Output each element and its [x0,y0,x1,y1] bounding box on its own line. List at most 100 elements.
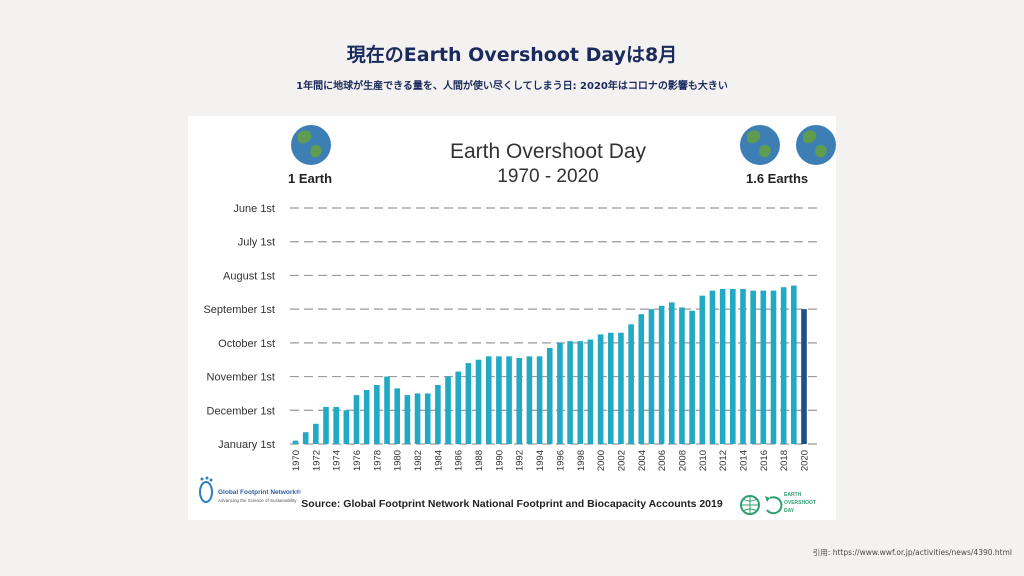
bar [597,334,604,444]
y-axis-labels: June 1st July 1st August 1st September 1st O… [203,203,275,451]
bar [699,295,706,444]
x-tick-label: 1984 [433,450,444,471]
citation: 引用: https://www.wwf.or.jp/activities/new… [812,548,1012,557]
x-tick-label: 2002 [616,450,627,471]
bar [740,288,746,444]
x-tick-label: 2018 [779,450,790,471]
bar [791,285,797,444]
bar [760,290,767,444]
x-tick-label: 1998 [576,450,587,471]
bar [302,432,309,444]
y-tick-label: July 1st [238,237,275,249]
bar [465,363,472,444]
footprint-logo-tagline: Advancing the Science of Sustainability [218,498,297,503]
bar [577,341,584,444]
y-tick-label: September 1st [203,304,275,316]
bar [709,290,716,444]
y-tick-label: August 1st [223,270,275,282]
bar [353,395,360,444]
x-tick-label: 2004 [637,450,648,471]
x-tick-label: 1988 [474,450,485,471]
bar [333,406,339,444]
bar [496,356,502,444]
bar [618,332,624,444]
bar [384,376,390,444]
x-tick-label: 2006 [657,450,668,471]
x-tick-label: 2010 [698,450,709,471]
bar [536,356,543,444]
overshoot-chart: 1 Earth 1.6 Earths Earth Overshoot Day 1… [199,125,836,515]
chart-panel: 1 Earth 1.6 Earths Earth Overshoot Day 1… [188,116,836,520]
bar [445,376,451,444]
x-tick-label: 1992 [515,450,526,471]
x-tick-label: 1980 [393,450,404,471]
bar [587,339,594,444]
bar [730,288,736,444]
bar [374,385,380,444]
bar [363,390,370,444]
bar [292,440,299,444]
bars [292,285,807,444]
x-tick-label: 2020 [800,450,811,471]
overshoot-logo-line-3: DAY [784,508,795,514]
bar [770,290,777,444]
bar [414,393,421,444]
x-tick-label: 2012 [718,450,729,471]
x-tick-label: 1996 [555,450,566,471]
bar [628,324,634,444]
x-tick-label: 1978 [372,450,383,471]
bar [567,341,573,444]
footprint-logo-name: Global Footprint Network® [218,488,301,496]
y-tick-label: December 1st [207,405,275,417]
x-axis-labels: 1970 1972 1974 1976 1978 1980 1982 1984 1986 1988… [291,450,811,471]
bar [750,290,756,444]
x-tick-label: 2014 [738,450,749,471]
x-tick-label: 1990 [494,450,505,471]
x-tick-label: 2000 [596,450,607,471]
badge-one-earth: 1 Earth [288,171,332,186]
bar [475,359,482,444]
slide-subtitle: 1年間に地球が生産できる量を、人間が使い尽くしてしまう日: 2020年はコロナの… [296,81,728,92]
bar [668,302,675,444]
globe-icon-right-1 [740,125,780,165]
footprint-logo-icon [199,476,213,503]
x-tick-label: 1976 [352,450,363,471]
bar [801,309,807,444]
chart-title: Earth Overshoot Day [450,140,647,163]
bar [455,371,462,444]
bar [638,314,645,444]
bar [607,332,614,444]
bar [679,307,685,444]
bar [485,356,492,444]
bar [394,388,400,444]
x-tick-label: 1974 [332,450,343,471]
globe-icon-left [291,125,331,165]
bar [506,356,512,444]
y-tick-label: June 1st [233,203,275,215]
bar [546,347,553,444]
bar [780,287,787,444]
overshoot-logo-line-1: EARTH [784,492,802,498]
bar [516,358,523,444]
bar [404,395,411,444]
x-tick-label: 2008 [677,450,688,471]
bar [526,356,533,444]
x-tick-label: 2016 [759,450,770,471]
overshoot-day-logo-icon [740,495,783,515]
chart-source: Source: Global Footprint Network Nationa… [301,498,723,510]
x-tick-label: 1994 [535,450,546,471]
bar [424,393,431,444]
slide-title: 現在のEarth Overshoot Dayは8月 [346,44,678,66]
bar [557,342,563,444]
bar [648,309,655,444]
x-tick-label: 1970 [291,450,302,471]
y-tick-label: November 1st [207,372,275,384]
badge-one-point-six-earths: 1.6 Earths [746,171,808,186]
bar [343,410,350,444]
bar [313,423,319,444]
x-tick-label: 1986 [454,450,465,471]
y-tick-label: October 1st [218,338,275,350]
x-tick-label: 1982 [413,450,424,471]
bar [689,310,695,444]
bar [719,288,726,444]
